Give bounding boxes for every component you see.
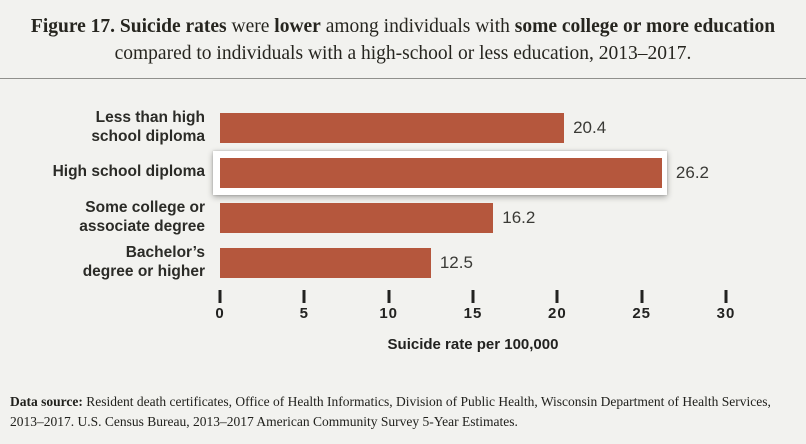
suicide-rate-bar-chart: Less than high school diploma 20.4 High sc… <box>0 105 806 353</box>
axis-tick-label: 5 <box>299 305 309 322</box>
axis-tick-mark <box>218 290 222 303</box>
bar-cell: 16.2 <box>220 202 806 233</box>
bar-row: High school diploma 26.2 <box>0 150 806 195</box>
value-label: 16.2 <box>502 207 536 227</box>
bar-row: Less than high school diploma 20.4 <box>0 105 806 150</box>
axis-tick-mark <box>640 290 644 303</box>
bar-rows: Less than high school diploma 20.4 High sc… <box>0 105 806 285</box>
bar-cell: 26.2 <box>213 150 806 195</box>
figure-title-line-1: Figure 17. Suicide rates were lower amon… <box>0 13 806 41</box>
axis-tick-label: 15 <box>463 305 483 322</box>
figure-title: Figure 17. Suicide rates were lower amon… <box>0 0 806 67</box>
axis-tick-mark <box>302 290 306 303</box>
title-segment: lower <box>274 16 321 37</box>
value-label: 26.2 <box>675 162 709 182</box>
bar-cell: 12.5 <box>220 247 806 278</box>
data-source-label: Data source: <box>10 393 83 409</box>
bar <box>220 247 431 278</box>
bar-row: Some college or associate degree 16.2 <box>0 195 806 240</box>
x-axis: 0 5 10 15 20 25 30 <box>215 290 734 326</box>
title-segment: Figure 17. Suicide rates <box>30 16 227 37</box>
axis-tick-mark <box>724 290 728 303</box>
axis-tick-mark <box>387 290 391 303</box>
title-segment: were <box>226 16 275 37</box>
category-label: Some college or associate degree <box>79 198 205 235</box>
category-label: High school diploma <box>52 163 205 181</box>
title-segment: some college or more education <box>514 16 776 37</box>
value-label: 20.4 <box>573 117 607 137</box>
x-axis-label: Suicide rate per 100,000 <box>387 336 559 353</box>
axis-tick-label: 30 <box>716 305 736 322</box>
category-label: Bachelor’s degree or higher <box>82 243 205 280</box>
title-divider <box>0 78 806 79</box>
category-label: Less than high school diploma <box>91 108 205 145</box>
axis-tick-mark <box>471 290 475 303</box>
bar-cell: 20.4 <box>220 112 806 143</box>
axis-tick-label: 20 <box>547 305 567 322</box>
highlight-box <box>213 150 667 195</box>
bar <box>220 157 662 188</box>
data-source-note: Data source: Resident death certificates… <box>10 392 794 433</box>
bar-row: Bachelor’s degree or higher 12.5 <box>0 240 806 285</box>
axis-tick-label: 0 <box>215 305 225 322</box>
bar <box>220 112 565 143</box>
figure-title-line-2: compared to individuals with a high-scho… <box>114 42 692 64</box>
title-segment: among individuals with <box>320 16 515 37</box>
axis-tick-label: 10 <box>379 305 398 322</box>
axis-tick-label: 25 <box>632 305 651 322</box>
bar <box>220 202 494 233</box>
value-label: 12.5 <box>439 252 473 272</box>
axis-tick-mark <box>555 290 559 303</box>
data-source-text: Resident death certificates, Office of H… <box>10 393 771 429</box>
